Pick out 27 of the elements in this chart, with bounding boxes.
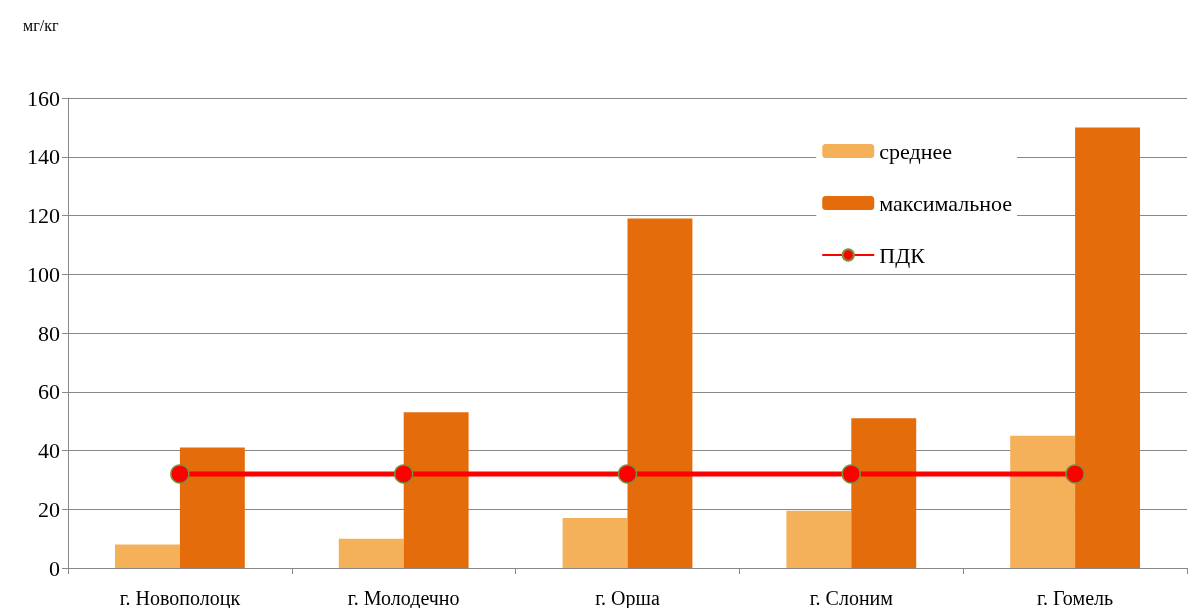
bar xyxy=(851,418,917,568)
bar xyxy=(627,218,693,568)
x-tick-label: г. Молодечно xyxy=(347,587,460,608)
bar xyxy=(786,510,852,568)
bar xyxy=(1075,127,1140,568)
legend-label: среднее xyxy=(879,138,952,164)
y-tick-label: 0 xyxy=(49,555,60,581)
bar xyxy=(179,447,245,568)
x-tick-label: г. Слоним xyxy=(809,587,894,608)
legend-label: ПДК xyxy=(879,242,926,268)
y-tick-label: 160 xyxy=(27,85,60,111)
x-tick-label: г. Гомель xyxy=(1037,587,1114,608)
bar xyxy=(562,518,628,568)
bar xyxy=(1010,435,1076,568)
y-tick-label: 80 xyxy=(38,320,60,346)
legend-label: максимальное xyxy=(879,190,1012,216)
y-tick-label: 20 xyxy=(38,496,60,522)
y-tick-label: 100 xyxy=(27,261,60,287)
y-tick-label: 40 xyxy=(38,438,60,463)
y-axis-title: мг/кг xyxy=(23,16,59,34)
bar xyxy=(338,538,404,568)
y-tick-label: 60 xyxy=(38,379,60,405)
y-tick-label: 120 xyxy=(27,203,60,228)
x-tick-label: г. Новополоцк xyxy=(119,587,241,608)
y-tick-label: 140 xyxy=(27,144,60,170)
bar xyxy=(115,544,180,568)
bar xyxy=(403,412,469,568)
